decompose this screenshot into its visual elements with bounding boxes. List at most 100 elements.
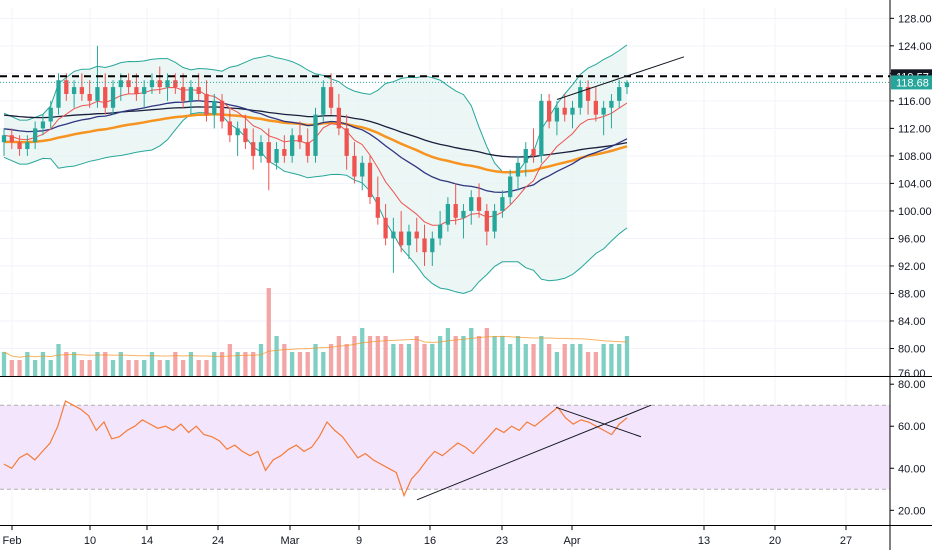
volume-bar (180, 360, 186, 376)
candle-body (258, 142, 264, 156)
x-tick-label: 16 (424, 535, 436, 547)
candle-body (476, 197, 482, 211)
volume-bar (367, 336, 373, 376)
volume-bar (593, 352, 598, 376)
volume-bar (406, 344, 412, 376)
volume-bar (79, 360, 85, 376)
candle-body (414, 231, 419, 239)
volume-bar (508, 344, 513, 376)
candle-body (118, 80, 123, 88)
candle-body (445, 204, 451, 225)
volume-bar (274, 336, 279, 376)
volume-bar (212, 352, 217, 376)
y-tick-label: 116.00 (898, 96, 931, 108)
volume-bar (40, 352, 46, 376)
volume-bar (437, 336, 443, 376)
y-tick-label: 76.00 (898, 368, 926, 380)
rsi-panel (0, 400, 890, 501)
candle-body (406, 231, 412, 246)
y-tick-label: 124.00 (898, 41, 932, 53)
volume-bar (149, 352, 155, 376)
candle-body (188, 87, 194, 101)
candle-body (399, 231, 404, 246)
volume-bar (33, 360, 38, 376)
x-tick-label: 10 (84, 535, 96, 547)
volume-bar (539, 336, 544, 376)
volume-bar (297, 352, 303, 376)
volume-bar (243, 352, 248, 376)
y-tick-label: 108.00 (898, 151, 932, 163)
candle-body (344, 128, 349, 156)
candle-body (289, 135, 295, 156)
volume-bar (305, 352, 310, 376)
price-tag-label: 118.68 (896, 77, 929, 89)
volume-bar (266, 288, 271, 376)
candle-body (1, 135, 7, 143)
candle-body (422, 238, 427, 253)
volume-bar (585, 352, 591, 376)
y-tick-label: 92.00 (898, 261, 926, 273)
y-tick-label: 96.00 (898, 233, 926, 245)
volume-bar (313, 344, 318, 376)
volume-bar (118, 352, 123, 376)
candle-body (204, 93, 209, 115)
x-tick-label: 13 (698, 535, 710, 547)
candle-body (313, 114, 318, 156)
candle-body (71, 87, 77, 94)
candle-body (180, 87, 186, 101)
volume-bar (484, 328, 489, 376)
candle-body (360, 162, 365, 177)
candle-body (593, 100, 598, 115)
volume-bar (328, 344, 334, 376)
candle-body (492, 210, 497, 232)
volume-bar (173, 352, 178, 376)
rsi-tick-label: 60.00 (898, 421, 926, 433)
candle-body (266, 142, 271, 163)
volume-bar (282, 344, 287, 376)
volume-bar (360, 328, 365, 376)
volume-bar (196, 360, 201, 376)
candle-body (500, 197, 505, 211)
candle-body (617, 87, 622, 101)
volume-bar (500, 336, 505, 376)
candle-body (508, 176, 513, 198)
candle-body (196, 87, 201, 94)
candle-body (352, 155, 357, 177)
y-tick-label: 100.00 (898, 206, 932, 218)
candle-body (134, 87, 139, 94)
volume-bar (445, 328, 451, 376)
x-tick-label: 9 (356, 535, 362, 547)
candle-body (79, 87, 85, 94)
volume-bar (219, 352, 225, 376)
candle-body (539, 100, 544, 156)
rsi-tick-label: 40.00 (898, 463, 926, 475)
candle-body (227, 121, 232, 136)
candle-body (219, 100, 225, 122)
volume-bar (531, 344, 536, 376)
candle-body (585, 87, 591, 101)
volume-ma-line (3, 335, 628, 358)
candle-body (531, 149, 536, 156)
rsi-line (3, 400, 628, 498)
candle-body (601, 107, 606, 115)
candle-body (235, 128, 240, 136)
bollinger-upper (3, 44, 628, 173)
candle-body (40, 121, 46, 129)
candle-body (64, 80, 69, 94)
volume-bar (56, 344, 61, 376)
volume-bar (492, 336, 497, 376)
volume-bar (9, 360, 14, 376)
volume-bar (289, 352, 295, 376)
volume-bar (461, 336, 466, 376)
candle-body (391, 231, 396, 239)
volume-bar (344, 344, 349, 376)
volume-bar (204, 360, 209, 376)
volume-bar (87, 360, 92, 376)
candle-body (367, 162, 373, 198)
candle-body (33, 128, 38, 143)
volume-bar (375, 336, 380, 376)
volume-bar (570, 344, 575, 376)
price-tag-teal (891, 75, 932, 90)
volume-bar (609, 344, 614, 376)
volume-bar (562, 344, 567, 376)
